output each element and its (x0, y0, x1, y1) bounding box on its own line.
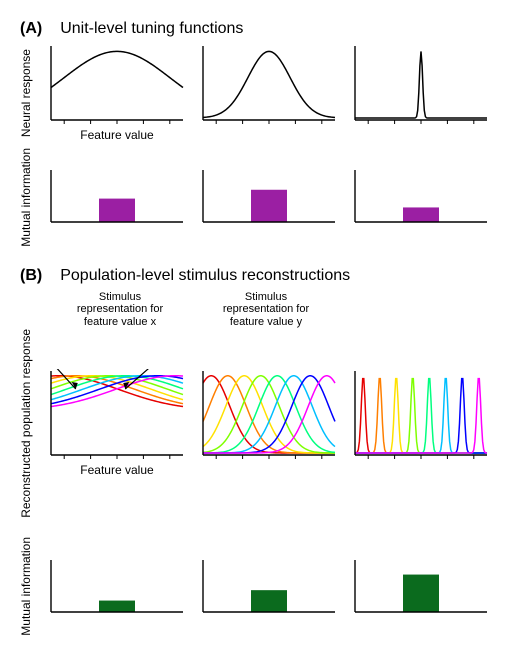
mi-a-row: Mutual information (20, 148, 498, 247)
annotations-row: Stimulus representation for feature valu… (54, 291, 498, 329)
mi-a-chart-2 (352, 168, 490, 226)
recon-chart-2 (352, 369, 490, 477)
panel-b-label: (B) (20, 267, 42, 285)
recon-ylabel: Reconstructed population response (20, 329, 48, 518)
mi-b-row: Mutual information (20, 537, 498, 636)
mi-a-chart-0 (48, 168, 186, 226)
mi-a-charts (48, 168, 498, 226)
panel-b-title: Population-level stimulus reconstruction… (60, 267, 350, 285)
mi-b-chart-0 (48, 558, 186, 616)
annotation-y: Stimulus representation for feature valu… (200, 291, 332, 329)
tuning-chart-0: Feature value (48, 44, 186, 142)
mi-a-chart-1 (200, 168, 338, 226)
mi-b-charts (48, 558, 498, 616)
panel-a-header: (A) Unit-level tuning functions (20, 20, 498, 38)
panel-b-header: (B) Population-level stimulus reconstruc… (20, 267, 498, 285)
mi-b-ylabel: Mutual information (20, 537, 48, 636)
tuning-chart-1 (200, 44, 338, 142)
recon-row: Reconstructed population response Featur… (20, 329, 498, 518)
recon-charts: Feature value (48, 369, 498, 477)
mi-b-chart-1 (200, 558, 338, 616)
panel-a-title: Unit-level tuning functions (60, 20, 243, 38)
tuning-ylabel: Neural response (20, 49, 48, 137)
recon-chart-1 (200, 369, 338, 477)
tuning-charts: Feature value (48, 44, 498, 142)
annotation-x: Stimulus representation for feature valu… (54, 291, 186, 329)
mi-b-chart-2 (352, 558, 490, 616)
tuning-xlabel: Feature value (48, 128, 186, 142)
tuning-row: Neural response Feature value (20, 44, 498, 142)
panel-a-label: (A) (20, 20, 42, 38)
tuning-chart-2 (352, 44, 490, 142)
mi-a-ylabel: Mutual information (20, 148, 48, 247)
recon-xlabel: Feature value (48, 463, 186, 477)
recon-chart-0: Feature value (48, 369, 186, 477)
